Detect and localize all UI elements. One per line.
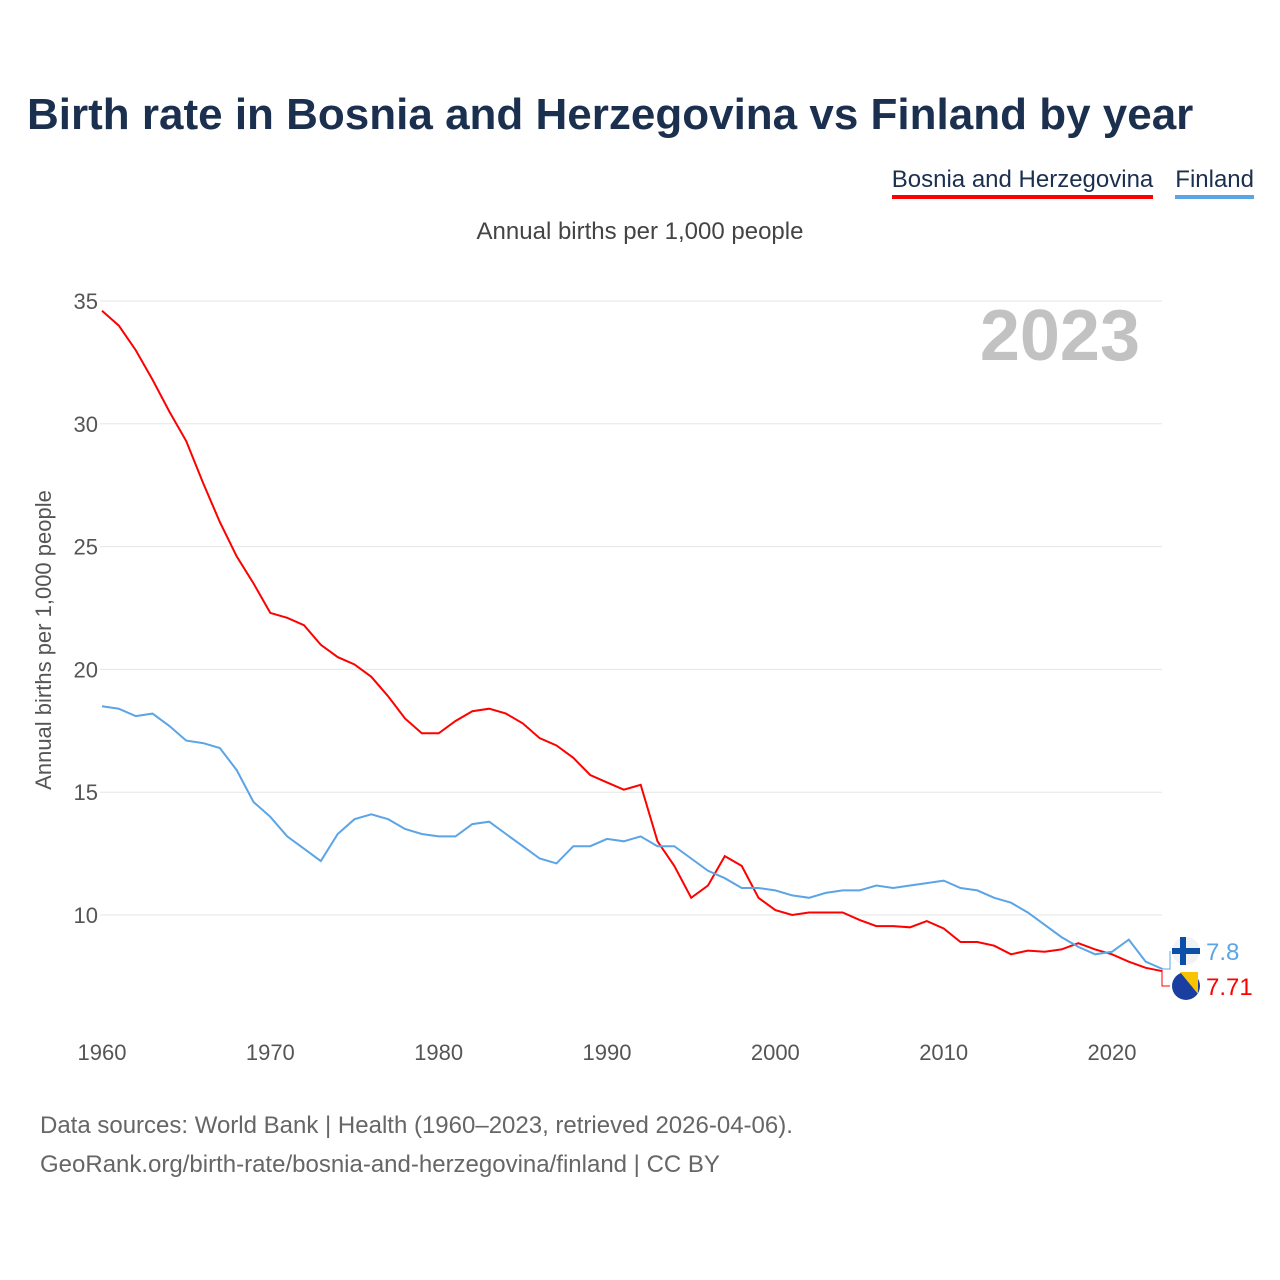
y-tick-label: 20	[74, 657, 98, 682]
footer-sources: Data sources: World Bank | Health (1960–…	[40, 1112, 793, 1139]
x-tick-label: 1960	[78, 1040, 127, 1065]
footer: Data sources: World Bank | Health (1960–…	[40, 1106, 793, 1184]
y-axis-label: Annual births per 1,000 people	[31, 490, 56, 790]
year-watermark: 2023	[980, 296, 1140, 376]
series-line-finland	[101, 705, 1163, 970]
end-label-bosnia: 7.71	[1206, 974, 1253, 1001]
chart-subtitle: Annual births per 1,000 people	[476, 218, 804, 245]
legend-item-finland[interactable]: Finland	[1175, 166, 1254, 199]
legend: Bosnia and Herzegovina Finland	[891, 166, 1254, 199]
series-line-bosnia	[101, 310, 1163, 973]
x-tick-label: 2010	[919, 1040, 968, 1065]
x-tick-label: 2000	[751, 1040, 800, 1065]
y-tick-label: 10	[74, 903, 98, 928]
chart-title: Birth rate in Bosnia and Herzegovina vs …	[27, 90, 1194, 139]
x-tick-label: 1990	[583, 1040, 632, 1065]
y-tick-label: 35	[74, 289, 98, 314]
finland-flag-cross	[1180, 937, 1186, 965]
end-label-finland: 7.8	[1206, 939, 1239, 966]
footer-link[interactable]: GeoRank.org/birth-rate/bosnia-and-herzeg…	[40, 1151, 720, 1178]
y-tick-label: 15	[74, 780, 98, 805]
legend-item-bosnia[interactable]: Bosnia and Herzegovina	[891, 166, 1154, 199]
x-tick-label: 1970	[246, 1040, 295, 1065]
y-tick-label: 30	[74, 412, 98, 437]
connector-bosnia	[1161, 971, 1170, 987]
bosnia-flag-triangle	[1180, 972, 1198, 994]
y-tick-label: 25	[74, 535, 98, 560]
x-tick-label: 2020	[1088, 1040, 1137, 1065]
x-tick-label: 1980	[414, 1040, 463, 1065]
line-chart: 10 15 20 25 30 35 1960 1970 1980 1990 2000 2010 2020…	[31, 289, 1253, 1065]
connector-finland	[1162, 951, 1171, 970]
